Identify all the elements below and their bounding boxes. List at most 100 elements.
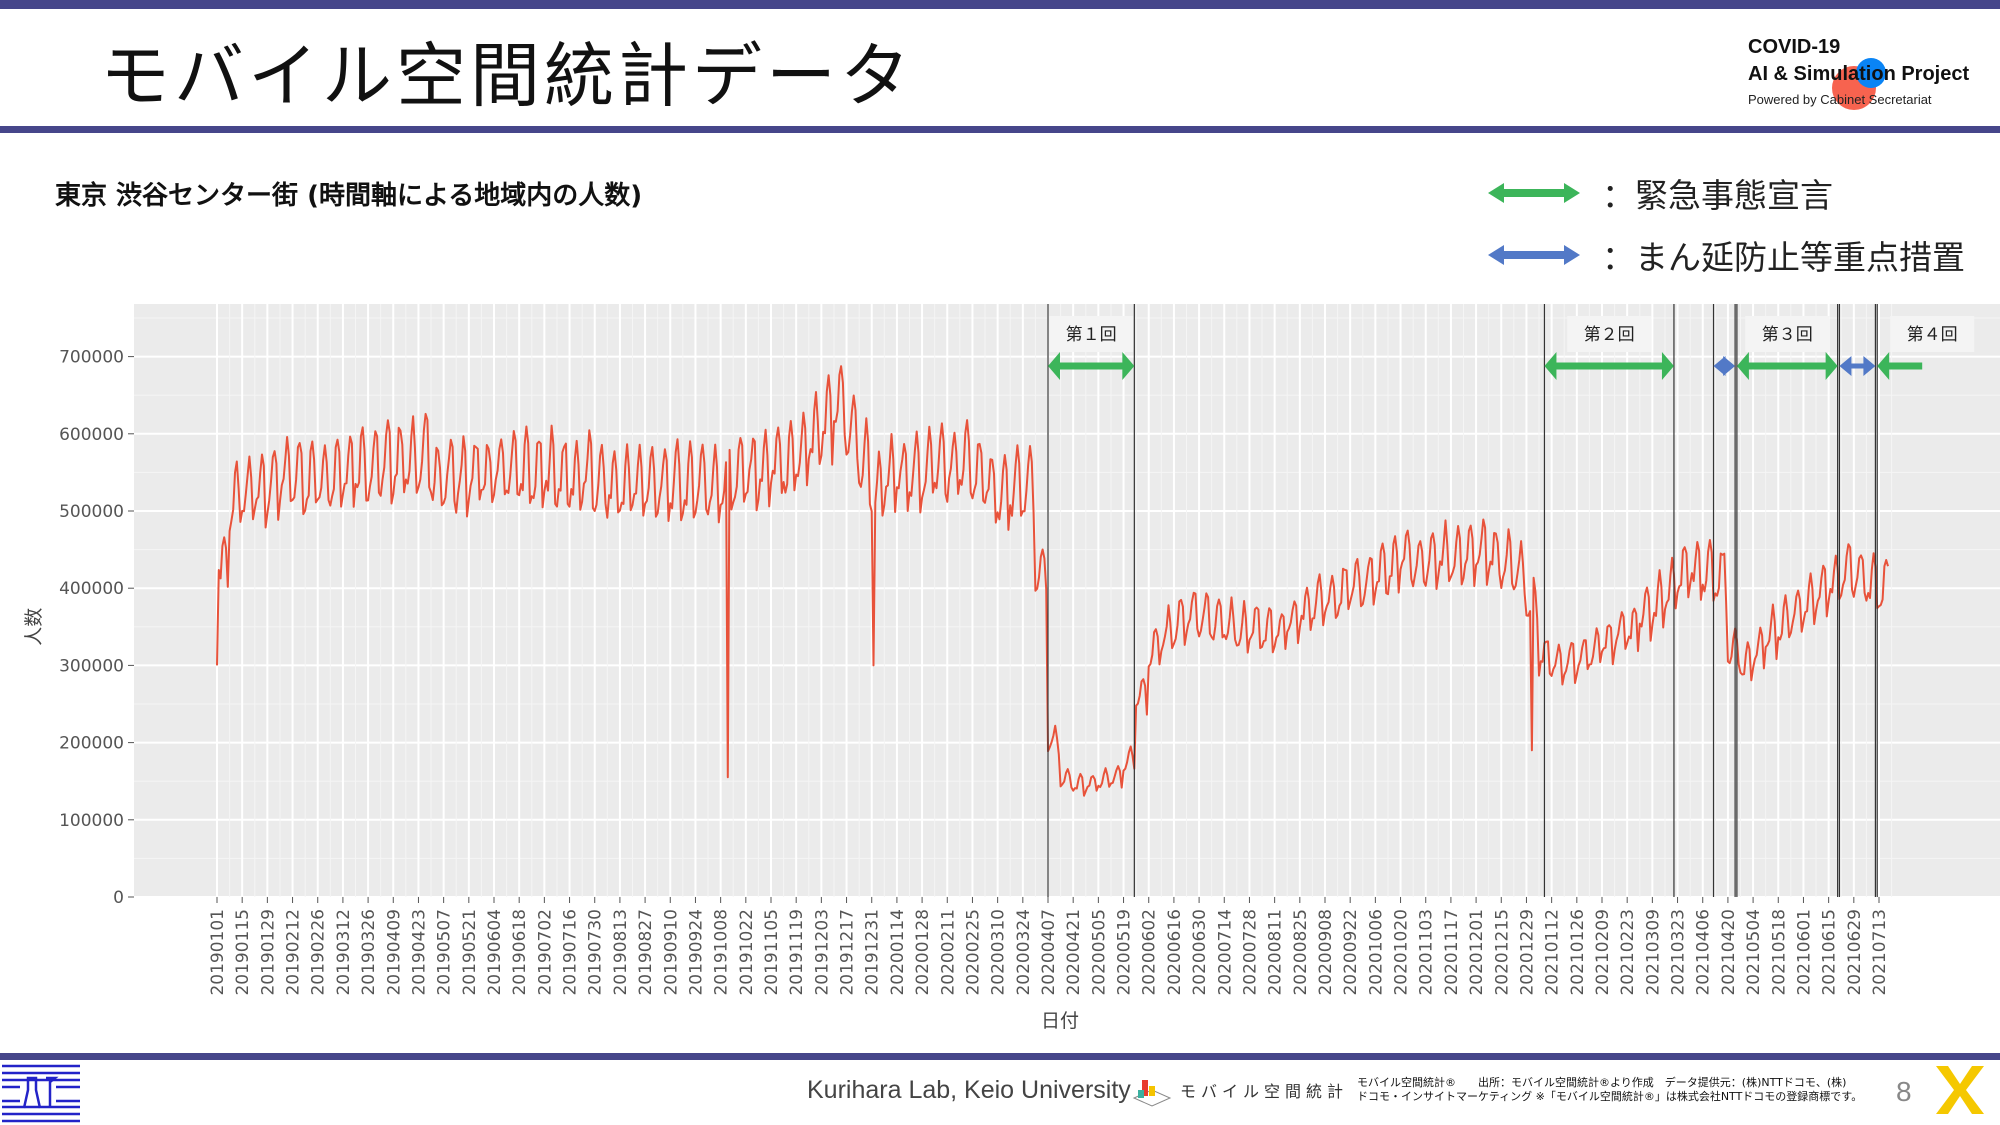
x-tick-label: 20191203 — [812, 909, 832, 996]
green-double-arrow-icon — [1488, 183, 1580, 203]
period-label-box — [1049, 316, 1134, 352]
x-tick-label: 20190910 — [661, 909, 681, 996]
period-label: 第２回 — [1584, 325, 1635, 345]
x-tick-label: 20200421 — [1064, 909, 1084, 996]
x-tick-label: 20210223 — [1618, 909, 1638, 996]
period-label-box — [1745, 316, 1830, 352]
logo-line2: AI & Simulation Project — [1748, 63, 1970, 85]
y-tick-label: 600000 — [59, 425, 124, 445]
keio-pen-logo — [1936, 1066, 1984, 1114]
x-tick-label: 20200519 — [1115, 909, 1135, 996]
x-tick-label: 20200310 — [989, 909, 1009, 996]
x-tick-label: 20190813 — [611, 909, 631, 996]
lab-logo — [2, 1064, 80, 1123]
x-tick-label: 20210601 — [1794, 909, 1814, 996]
x-tick-label: 20210420 — [1719, 909, 1739, 996]
x-tick-label: 20201020 — [1392, 909, 1412, 996]
page-number: 8 — [1896, 1076, 1912, 1107]
x-tick-label: 20190716 — [561, 909, 581, 996]
x-tick-label: 20190409 — [384, 909, 404, 996]
period-label: 第１回 — [1066, 325, 1117, 345]
legend-label: ：緊急事態宣言 — [1602, 176, 1833, 215]
x-tick-label: 20200602 — [1140, 909, 1160, 996]
page-title: モバイル空間統計データ — [100, 35, 914, 117]
credit-line1: モバイル空間統計® 出所：モバイル空間統計®より作成 データ提供元：(株)NTT… — [1357, 1076, 1847, 1089]
legend-label: ：まん延防止等重点措置 — [1602, 238, 1965, 277]
y-tick-label: 0 — [113, 888, 124, 908]
emergency-period-arrow — [1544, 352, 1674, 380]
x-tick-label: 20201117 — [1442, 909, 1462, 996]
x-tick-label: 20200114 — [888, 909, 908, 996]
x-tick-label: 20210406 — [1694, 909, 1714, 996]
x-tick-label: 20200714 — [1215, 909, 1235, 996]
x-tick-label: 20200811 — [1266, 909, 1286, 996]
x-tick-label: 20200908 — [1316, 909, 1336, 996]
x-tick-label: 20190326 — [359, 909, 379, 996]
x-tick-label: 20210323 — [1669, 909, 1689, 996]
x-tick-label: 20200825 — [1291, 909, 1311, 996]
x-tick-label: 20210518 — [1769, 909, 1789, 996]
x-tick-label: 20190924 — [686, 909, 706, 996]
x-tick-label: 20190827 — [636, 909, 656, 996]
logo-line1: COVID-19 — [1748, 36, 1841, 58]
mobile-spatial-statistics-logo: モバイル空間統計 — [1130, 1072, 1348, 1108]
footer-divider — [0, 1053, 2000, 1060]
mobile-logo-text: モバイル空間統計 — [1180, 1082, 1349, 1101]
x-tick-label: 20210309 — [1643, 909, 1663, 996]
header-divider — [0, 126, 2000, 133]
y-axis-title: 人数 — [23, 608, 45, 646]
x-tick-label: 20190618 — [510, 909, 530, 996]
x-tick-label: 20190702 — [535, 909, 555, 996]
x-tick-label: 20201201 — [1467, 909, 1487, 996]
top-accent-bar — [0, 0, 2000, 9]
legend-priority: ：まん延防止等重点措置 — [1488, 224, 1965, 286]
x-tick-label: 20191217 — [838, 909, 858, 996]
legend-emergency: ：緊急事態宣言 — [1488, 162, 1965, 224]
x-tick-label: 20200407 — [1039, 909, 1059, 996]
x-tick-label: 20191105 — [762, 909, 782, 996]
credit-line2: ドコモ・インサイトマーケティング ※「モバイル空間統計®」は株式会社NTTドコモ… — [1357, 1090, 1863, 1103]
emergency-period-arrow — [1048, 352, 1135, 380]
y-tick-label: 700000 — [59, 348, 124, 368]
x-tick-label: 20200505 — [1089, 909, 1109, 996]
y-tick-label: 100000 — [59, 811, 124, 831]
x-tick-label: 20190507 — [435, 909, 455, 996]
x-tick-label: 20210209 — [1593, 909, 1613, 996]
blue-double-arrow-icon — [1488, 245, 1580, 265]
x-tick-label: 20191119 — [787, 909, 807, 996]
legend: ：緊急事態宣言 ：まん延防止等重点措置 — [1488, 162, 1965, 286]
x-tick-label: 20191008 — [712, 909, 732, 996]
x-tick-label: 20191231 — [863, 909, 883, 996]
x-tick-label: 20200211 — [938, 909, 958, 996]
x-tick-label: 20201103 — [1417, 909, 1437, 996]
y-tick-label: 200000 — [59, 734, 124, 754]
priority-measures-arrow — [1839, 356, 1876, 376]
x-tick-label: 20210112 — [1543, 909, 1563, 996]
x-tick-label: 20200225 — [963, 909, 983, 996]
x-tick-label: 20190129 — [258, 909, 278, 996]
x-tick-label: 20190226 — [309, 909, 329, 996]
plot-background — [134, 304, 2000, 897]
x-tick-label: 20200922 — [1341, 909, 1361, 996]
x-tick-label: 20190604 — [485, 909, 505, 996]
x-tick-label: 20200630 — [1190, 909, 1210, 996]
x-tick-label: 20200728 — [1240, 909, 1260, 996]
x-tick-label: 20190521 — [460, 909, 480, 996]
covid-ai-project-logo: COVID-19 AI & Simulation Project Powered… — [1748, 34, 1988, 110]
x-tick-label: 20200616 — [1165, 909, 1185, 996]
building-icon — [1132, 1080, 1172, 1107]
x-tick-label: 20210615 — [1820, 909, 1840, 996]
x-tick-label: 20210629 — [1845, 909, 1865, 996]
emergency-period-arrow — [1877, 352, 1923, 380]
period-label: 第３回 — [1762, 325, 1813, 345]
x-axis-title: 日付 — [1041, 1010, 1079, 1032]
x-tick-label: 20190115 — [233, 909, 253, 996]
x-tick-label: 20210504 — [1744, 909, 1764, 996]
period-label: 第４回 — [1907, 325, 1958, 345]
emergency-period-arrow — [1736, 352, 1838, 380]
x-tick-label: 20190212 — [284, 909, 304, 996]
series-line — [216, 365, 1889, 797]
logo-line3: Powered by Cabinet Secretariat — [1748, 92, 1932, 107]
x-tick-label: 20191022 — [737, 909, 757, 996]
x-tick-label: 20210126 — [1568, 909, 1588, 996]
